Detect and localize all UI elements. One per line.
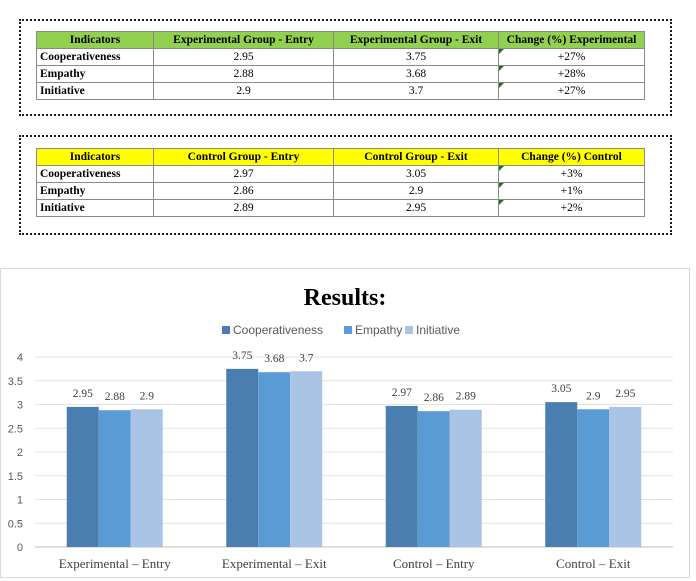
header-exit: Experimental Group - Exit <box>333 31 499 49</box>
bar-value-label: 2.88 <box>105 391 125 403</box>
y-tick-label: 0 <box>17 542 23 554</box>
results-chart: Results: Cooperativeness Empathy Initiativ… <box>0 268 690 578</box>
legend-label: Empathy <box>355 323 402 337</box>
bar-value-label: 3.75 <box>232 350 252 362</box>
x-category-label: Control – Exit <box>556 556 631 571</box>
y-tick-label: 2 <box>17 447 23 459</box>
table-row: Cooperativeness 2.95 3.75 +27% <box>36 48 645 66</box>
legend-label: Initiative <box>416 323 460 337</box>
bar <box>98 410 131 547</box>
bar <box>66 406 99 547</box>
bar-value-label: 3.7 <box>299 352 314 364</box>
entry-cell: 2.97 <box>153 165 334 183</box>
y-tick-label: 4 <box>17 352 23 364</box>
indicator-cell: Cooperativeness <box>36 48 154 66</box>
header-entry: Experimental Group - Entry <box>153 31 334 49</box>
control-table-frame: Indicators Control Group - Entry Control… <box>19 135 672 235</box>
change-cell: +1% <box>498 182 645 200</box>
table-row: Empathy 2.88 3.68 +28% <box>36 65 645 83</box>
results-bar-chart: Results: Cooperativeness Empathy Initiativ… <box>8 285 673 571</box>
table-header-row: Indicators Control Group - Entry Control… <box>36 148 645 166</box>
bar-data-labels: 2.95 2.88 2.9 3.75 3.68 3.7 2.97 2.86 2.89 3.05 2.… <box>73 350 636 404</box>
bar-value-label: 3.68 <box>264 353 284 365</box>
y-tick-label: 3 <box>17 400 23 412</box>
entry-cell: 2.89 <box>153 199 334 217</box>
exit-cell: 2.9 <box>333 182 499 200</box>
table-row: Initiative 2.89 2.95 +2% <box>36 199 645 217</box>
x-category-label: Control – Entry <box>393 556 475 571</box>
exit-cell: 3.05 <box>333 165 499 183</box>
y-tick-label: 0.5 <box>8 518 23 530</box>
indicator-cell: Cooperativeness <box>36 165 154 183</box>
y-axis-ticks: 0 0.5 1 1.5 2 2.5 3 3.5 4 <box>8 352 23 554</box>
bar-value-label: 2.95 <box>615 388 635 400</box>
legend-label: Cooperativeness <box>233 323 323 337</box>
bar <box>609 406 642 547</box>
y-tick-label: 2.5 <box>8 423 23 435</box>
chart-title: Results: <box>304 285 387 311</box>
table-header-row: Indicators Experimental Group - Entry Ex… <box>36 31 645 49</box>
y-tick-label: 1.5 <box>8 471 23 483</box>
entry-cell: 2.9 <box>153 82 334 100</box>
change-cell: +27% <box>498 48 645 66</box>
change-cell: +2% <box>498 199 645 217</box>
entry-cell: 2.86 <box>153 182 334 200</box>
bar <box>545 402 578 547</box>
table-row: Empathy 2.86 2.9 +1% <box>36 182 645 200</box>
chart-legend: Cooperativeness Empathy Initiative <box>222 323 460 337</box>
bar <box>577 409 610 547</box>
change-cell: +27% <box>498 82 645 100</box>
bar <box>130 409 163 547</box>
exit-cell: 2.95 <box>333 199 499 217</box>
bar-value-label: 2.95 <box>73 388 93 400</box>
header-exit: Control Group - Exit <box>333 148 499 166</box>
table-row: Initiative 2.9 3.7 +27% <box>36 82 645 100</box>
bar-value-label: 2.9 <box>140 390 155 402</box>
change-cell: +3% <box>498 165 645 183</box>
exit-cell: 3.68 <box>333 65 499 83</box>
bar <box>258 372 291 547</box>
y-tick-label: 3.5 <box>8 376 23 388</box>
legend-swatch <box>344 326 352 334</box>
bar <box>385 405 418 547</box>
bar-value-label: 3.05 <box>551 383 571 395</box>
experimental-results-table: Indicators Experimental Group - Entry Ex… <box>36 31 645 100</box>
control-results-table: Indicators Control Group - Entry Control… <box>36 148 645 217</box>
header-indicators: Indicators <box>36 148 154 166</box>
entry-cell: 2.88 <box>153 65 334 83</box>
legend-swatch <box>222 326 230 334</box>
indicator-cell: Empathy <box>36 65 154 83</box>
exit-cell: 3.75 <box>333 48 499 66</box>
header-change: Change (%) Control <box>498 148 645 166</box>
bar <box>417 411 450 547</box>
header-entry: Control Group - Entry <box>153 148 334 166</box>
table-row: Cooperativeness 2.97 3.05 +3% <box>36 165 645 183</box>
legend-swatch <box>405 326 413 334</box>
x-axis-categories: Experimental – Entry Experimental – Exit C… <box>59 556 631 571</box>
x-category-label: Experimental – Entry <box>59 556 171 571</box>
indicator-cell: Empathy <box>36 182 154 200</box>
bar-value-label: 2.89 <box>456 391 476 403</box>
bar <box>449 409 482 547</box>
exit-cell: 3.7 <box>333 82 499 100</box>
bar-value-label: 2.86 <box>424 392 444 404</box>
indicator-cell: Initiative <box>36 199 154 217</box>
change-cell: +28% <box>498 65 645 83</box>
entry-cell: 2.95 <box>153 48 334 66</box>
chart-bars <box>66 368 642 547</box>
header-indicators: Indicators <box>36 31 154 49</box>
x-category-label: Experimental – Exit <box>222 556 327 571</box>
bar <box>290 371 323 547</box>
header-change: Change (%) Experimental <box>498 31 645 49</box>
bar-value-label: 2.97 <box>392 387 412 399</box>
bar <box>226 368 259 547</box>
indicator-cell: Initiative <box>36 82 154 100</box>
bar-value-label: 2.9 <box>586 390 601 402</box>
experimental-table-frame: Indicators Experimental Group - Entry Ex… <box>19 19 672 116</box>
y-tick-label: 1 <box>17 495 23 507</box>
